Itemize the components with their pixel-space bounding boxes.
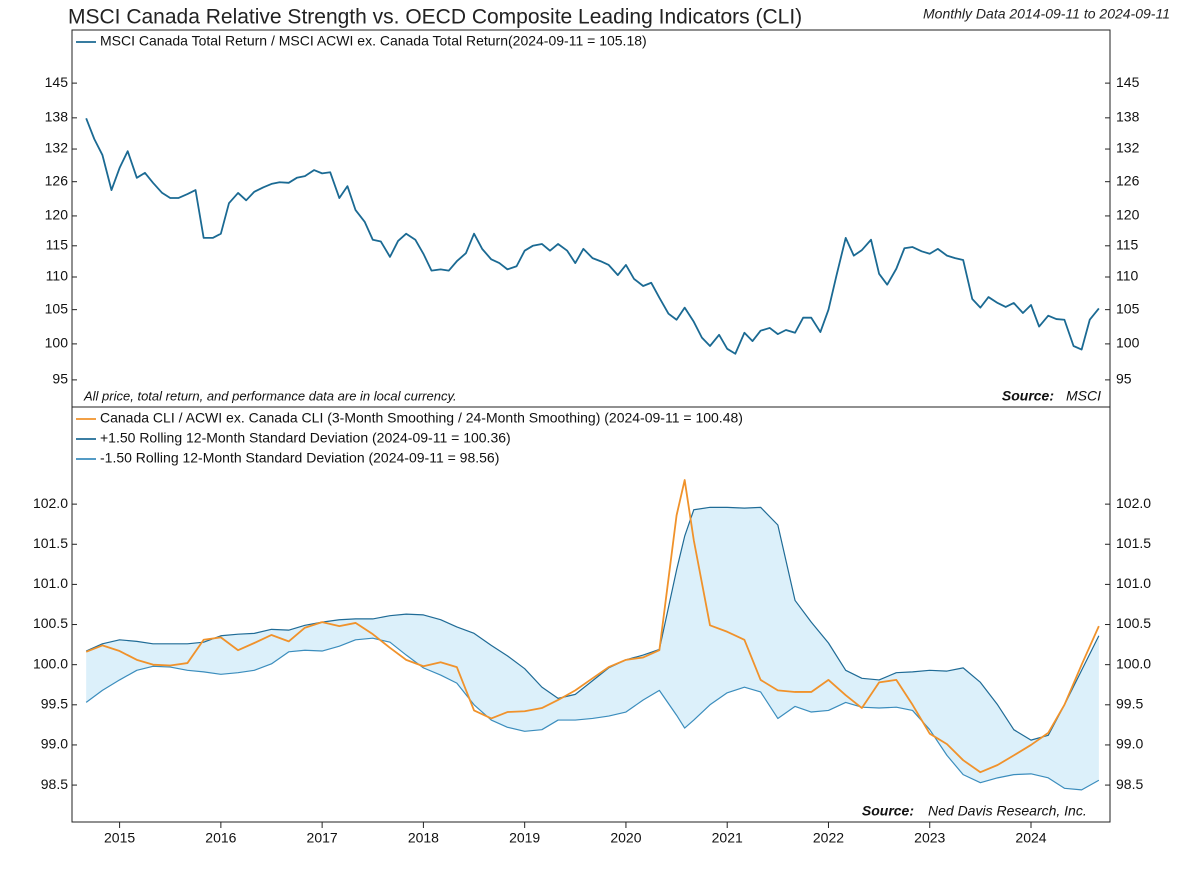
x-tick-label: 2018	[408, 830, 439, 846]
y-tick-label: 110	[46, 268, 69, 284]
x-tick-label: 2016	[205, 830, 236, 846]
y-tick-label-right: 126	[1116, 172, 1140, 188]
y-tick-label-right: 110	[1116, 268, 1139, 284]
x-tick-label: 2024	[1015, 830, 1046, 846]
note: All price, total return, and performance…	[83, 388, 457, 403]
x-tick-label: 2019	[509, 830, 540, 846]
y-tick-label-right: 99.5	[1116, 696, 1143, 712]
series-line	[85, 506, 1100, 741]
y-tick-label: 99.0	[41, 736, 68, 752]
y-tick-label: 120	[45, 207, 69, 223]
y-tick-label-right: 100	[1116, 335, 1140, 351]
y-tick-label: 115	[46, 237, 69, 253]
y-tick-label-right: 138	[1116, 109, 1140, 125]
legend-label: MSCI Canada Total Return / MSCI ACWI ex.…	[100, 33, 647, 49]
y-tick-label: 99.5	[41, 696, 68, 712]
y-tick-label: 138	[45, 109, 69, 125]
y-tick-label: 105	[45, 300, 69, 316]
y-tick-label: 98.5	[41, 776, 68, 792]
y-tick-label: 126	[45, 172, 69, 188]
y-tick-label: 95	[52, 371, 68, 387]
y-tick-label-right: 100.5	[1116, 615, 1151, 631]
series-line	[85, 479, 1100, 774]
y-tick-label: 100.0	[33, 655, 68, 671]
source: Ned Davis Research, Inc.	[928, 803, 1087, 819]
source-label: Source:	[1002, 388, 1054, 404]
y-tick-label-right: 115	[1116, 237, 1139, 253]
y-tick-label-right: 102.0	[1116, 495, 1151, 511]
legend-label: Canada CLI / ACWI ex. Canada CLI (3-Mont…	[100, 410, 743, 426]
chart-subtitle: Monthly Data 2014-09-11 to 2024-09-11	[923, 6, 1170, 22]
y-tick-label-right: 120	[1116, 207, 1140, 223]
series-line	[85, 637, 1100, 791]
y-tick-label-right: 101.5	[1116, 535, 1151, 551]
x-tick-label: 2015	[104, 830, 135, 846]
band-fill	[86, 507, 1099, 790]
series-line	[85, 118, 1100, 355]
y-tick-label-right: 98.5	[1116, 776, 1143, 792]
legend-label: +1.50 Rolling 12-Month Standard Deviatio…	[100, 430, 511, 446]
chart-title: MSCI Canada Relative Strength vs. OECD C…	[68, 6, 802, 29]
y-tick-label-right: 145	[1116, 74, 1140, 90]
y-tick-label: 102.0	[33, 495, 68, 511]
y-tick-label: 132	[45, 140, 69, 156]
y-tick-label-right: 99.0	[1116, 736, 1143, 752]
y-tick-label: 101.5	[33, 535, 68, 551]
y-tick-label-right: 95	[1116, 371, 1132, 387]
x-tick-label: 2017	[307, 830, 338, 846]
y-tick-label-right: 101.0	[1116, 575, 1151, 591]
source: MSCI	[1066, 388, 1101, 404]
y-tick-label-right: 105	[1116, 300, 1140, 316]
y-tick-label: 100	[45, 335, 69, 351]
x-tick-label: 2022	[813, 830, 844, 846]
y-tick-label-right: 100.0	[1116, 655, 1151, 671]
y-tick-label: 145	[45, 74, 69, 90]
x-tick-label: 2020	[610, 830, 641, 846]
x-tick-label: 2023	[914, 830, 945, 846]
y-tick-label-right: 132	[1116, 140, 1140, 156]
legend-label: -1.50 Rolling 12-Month Standard Deviatio…	[100, 450, 499, 466]
y-tick-label: 101.0	[33, 575, 68, 591]
x-tick-label: 2021	[712, 830, 743, 846]
plot-frame	[71, 29, 1111, 823]
y-tick-label: 100.5	[33, 615, 68, 631]
source-label: Source:	[862, 803, 914, 819]
